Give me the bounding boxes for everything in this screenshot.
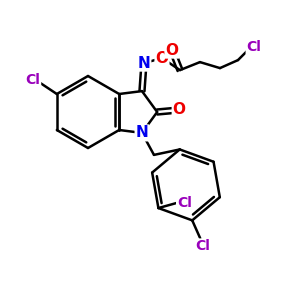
Text: O: O (173, 103, 186, 118)
Text: Cl: Cl (177, 196, 192, 210)
Text: N: N (138, 56, 150, 70)
Text: Cl: Cl (195, 239, 210, 254)
Text: Cl: Cl (247, 40, 261, 54)
Text: Cl: Cl (26, 73, 40, 87)
Text: N: N (136, 125, 148, 140)
Text: O: O (166, 43, 178, 58)
Text: O: O (155, 51, 169, 66)
